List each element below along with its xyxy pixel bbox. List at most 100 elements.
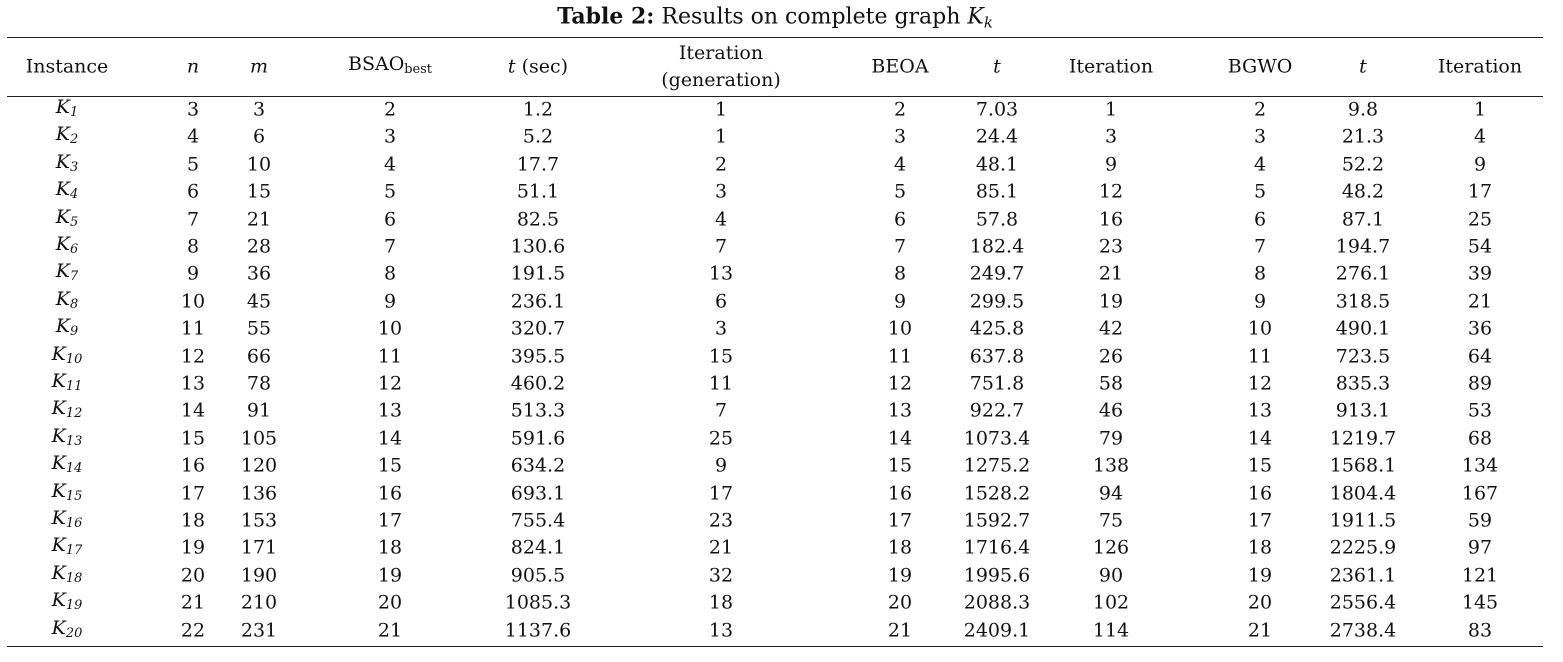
table-cell: 24.4: [975, 125, 1019, 148]
table-cell: 15: [246, 180, 272, 203]
table-cell: 1: [1473, 98, 1487, 121]
column-header: t (sec): [508, 54, 568, 81]
text-part: best: [404, 62, 432, 78]
table-cell: 755.4: [510, 509, 566, 532]
table-cell: 10: [180, 290, 206, 313]
table-cell: 8: [1253, 262, 1267, 285]
text-part: 4: [69, 187, 79, 203]
table-cell: 130.6: [510, 235, 566, 258]
text-part: (sec): [515, 55, 569, 78]
table-cell: 17: [887, 509, 913, 532]
table-cell: 16: [1098, 208, 1124, 231]
text-part: K: [55, 95, 70, 118]
table-cell: 191.5: [510, 262, 566, 285]
table-cell: 637.8: [969, 345, 1025, 368]
table-cell: 634.2: [510, 454, 566, 477]
table-cell: 194.7: [1335, 235, 1391, 258]
column-header: BEOA: [871, 55, 929, 78]
table-cell: 9: [383, 290, 397, 313]
bottom-rule: [7, 646, 1543, 647]
table-cell: 318.5: [1335, 290, 1391, 313]
table-cell: 39: [1467, 262, 1493, 285]
text-part: K: [51, 506, 66, 529]
table-cell: 17: [1467, 180, 1493, 203]
table-cell: 5: [383, 180, 397, 203]
table-cell: 320.7: [510, 317, 566, 340]
table-cell: 14: [180, 399, 206, 422]
table-cell: 1804.4: [1329, 482, 1397, 505]
text-part: 2: [69, 132, 79, 148]
table-cell: 82.5: [516, 208, 560, 231]
table-cell: 17: [708, 482, 734, 505]
table-cell: 7: [383, 235, 397, 258]
text-part: K: [51, 589, 66, 612]
text-part: (generation): [661, 69, 781, 91]
column-header: Iteration: [1068, 55, 1154, 78]
text-part: 1: [69, 105, 79, 121]
text-part: K: [55, 178, 70, 201]
table-cell: 1: [714, 125, 728, 148]
table-cell: 6: [252, 125, 266, 148]
table-cell: 13: [377, 399, 403, 422]
table-cell: 11: [377, 345, 403, 368]
table-cell: 13: [708, 619, 734, 642]
column-header: t: [1359, 54, 1367, 81]
row-label: K12: [52, 395, 83, 427]
text-part: Iteration: [678, 42, 764, 64]
table-cell: 14: [1247, 427, 1273, 450]
table-cell: 25: [1467, 208, 1493, 231]
table-cell: 2: [383, 98, 397, 121]
table-cell: 13: [1247, 399, 1273, 422]
table-cell: 66: [246, 345, 272, 368]
table-cell: 4: [893, 153, 907, 176]
table-cell: 9: [186, 262, 200, 285]
table-cell: 1995.6: [963, 564, 1031, 587]
column-header: BGWO: [1227, 55, 1293, 78]
table-cell: 20: [377, 591, 403, 614]
table-cell: 16: [1247, 482, 1273, 505]
table-cell: 3: [383, 125, 397, 148]
table-cell: 54: [1467, 235, 1493, 258]
table-cell: 8: [893, 262, 907, 285]
table-cell: 3: [1104, 125, 1118, 148]
text-part: K: [51, 342, 66, 365]
table-cell: 15: [887, 454, 913, 477]
table-cell: 136: [240, 482, 278, 505]
table-cell: 167: [1461, 482, 1499, 505]
row-label: K16: [52, 505, 83, 537]
table-cell: 4: [383, 153, 397, 176]
table-cell: 2361.1: [1329, 564, 1397, 587]
table-cell: 9: [1104, 153, 1118, 176]
text-part: K: [55, 287, 70, 310]
table-cell: 231: [240, 619, 278, 642]
table-cell: 6: [1253, 208, 1267, 231]
text-part: t: [993, 55, 1001, 78]
table-cell: 21: [887, 619, 913, 642]
text-part: 16: [65, 516, 83, 532]
table-cell: 19: [887, 564, 913, 587]
table-cell: 68: [1467, 427, 1493, 450]
table-cell: 14: [887, 427, 913, 450]
row-label: K18: [52, 560, 83, 592]
table-cell: 591.6: [510, 427, 566, 450]
text-part: t: [1359, 55, 1367, 78]
table-cell: 83: [1467, 619, 1493, 642]
table-cell: 79: [1098, 427, 1124, 450]
table-cell: 1.2: [522, 98, 554, 121]
table-cell: 36: [246, 262, 272, 285]
header-rule: [7, 96, 1543, 97]
text-part: K: [51, 397, 66, 420]
table-cell: 6: [893, 208, 907, 231]
table-cell: 1716.4: [963, 536, 1031, 559]
table-cell: 19: [180, 536, 206, 559]
table-cell: 1085.3: [504, 591, 572, 614]
table-cell: 9: [893, 290, 907, 313]
table-cell: 21: [180, 591, 206, 614]
table-cell: 236.1: [510, 290, 566, 313]
table-cell: 6: [714, 290, 728, 313]
table-cell: 138: [1092, 454, 1130, 477]
text-part: 18: [65, 570, 83, 586]
table-cell: 1275.2: [963, 454, 1031, 477]
table-cell: 87.1: [1341, 208, 1385, 231]
table-cell: 2: [1253, 98, 1267, 121]
